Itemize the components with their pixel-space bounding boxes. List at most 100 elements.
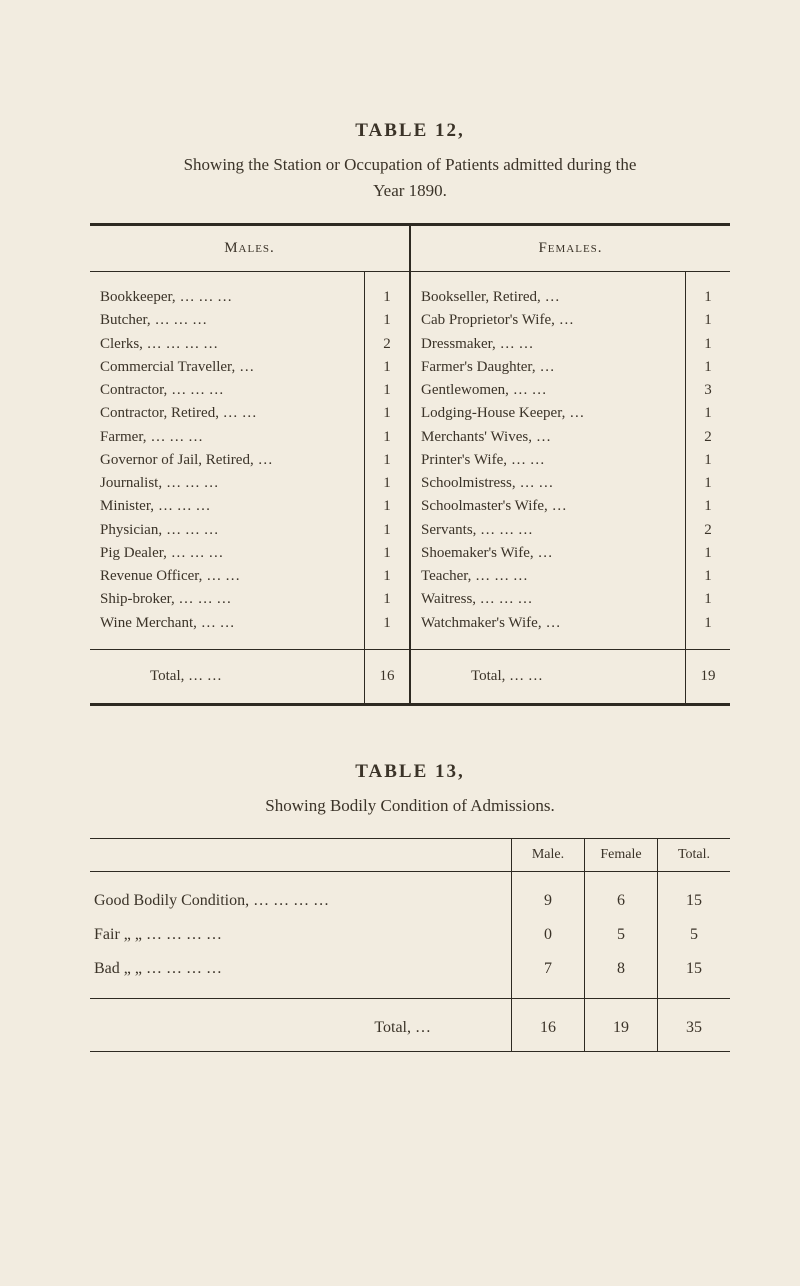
- table12-body: Bookkeeper,… … …Butcher,… … …Clerks, …… …: [90, 272, 730, 649]
- leader-dots: … …: [194, 588, 356, 611]
- leader-dots: …: [541, 286, 677, 309]
- cell-total: 15: [658, 872, 731, 919]
- count-value: 1: [365, 286, 409, 309]
- occupation-label: Cab Proprietor's Wife,: [421, 309, 555, 332]
- table-row: Journalist,… … …: [100, 472, 356, 495]
- count-value: 1: [686, 472, 730, 495]
- table-row: Gentlewomen,… …: [421, 379, 677, 402]
- table13-subtitle: Showing Bodily Condition of Admissions.: [90, 793, 730, 819]
- leader-dots: … …: [516, 472, 677, 495]
- occupation-label: Printer's Wife,: [421, 449, 507, 472]
- leader-dots: … … …: [176, 286, 356, 309]
- col-total: Total.: [658, 839, 731, 872]
- leader-dots: …: [548, 495, 677, 518]
- count-value: 1: [365, 565, 409, 588]
- leader-dots: …: [542, 612, 677, 635]
- table-row: Butcher,… … …: [100, 309, 356, 332]
- table-row: Good Bodily Condition, … … … …9615: [90, 872, 730, 919]
- count-value: 1: [365, 379, 409, 402]
- table-row: Revenue Officer,… …: [100, 565, 356, 588]
- table-row: Watchmaker's Wife,…: [421, 612, 677, 635]
- count-value: 1: [686, 309, 730, 332]
- table-row: Fair „ „ … … … …055: [90, 918, 730, 952]
- table-row: Bad „ „ … … … …7815: [90, 952, 730, 999]
- count-value: 1: [365, 309, 409, 332]
- table-row: Cab Proprietor's Wife,…: [421, 309, 677, 332]
- table-row: Pig Dealer,… … …: [100, 542, 356, 565]
- occupation-label: Pig Dealer,: [100, 542, 167, 565]
- table12-subtitle: Showing the Station or Occupation of Pat…: [90, 152, 730, 203]
- occupation-label: Contractor,: [100, 379, 167, 402]
- count-value: 1: [686, 612, 730, 635]
- occupation-label: Journalist,: [100, 472, 162, 495]
- col-female: Female: [585, 839, 658, 872]
- count-value: 1: [365, 612, 409, 635]
- table13-total-total: 35: [658, 999, 731, 1052]
- count-value: 1: [365, 472, 409, 495]
- occupation-label: Revenue Officer,: [100, 565, 202, 588]
- cell-male: 7: [512, 952, 585, 999]
- occupation-label: Butcher,: [100, 309, 151, 332]
- count-value: 1: [686, 495, 730, 518]
- leader-dots: … … …: [167, 542, 356, 565]
- subtitle-line2: Year 1890.: [373, 181, 447, 200]
- count-value: 1: [686, 286, 730, 309]
- occupation-label: Shoemaker's Wife,: [421, 542, 534, 565]
- females-values: 111131211121111: [686, 272, 730, 649]
- leader-dots: …: [254, 449, 356, 472]
- leader-dots: …: [532, 426, 677, 449]
- table-row: Minister,… … …: [100, 495, 356, 518]
- leader-dots: … …: [509, 379, 677, 402]
- leader-dots: …: [238, 402, 356, 425]
- count-value: 2: [365, 333, 409, 356]
- occupation-label: Schoolmistress,: [421, 472, 516, 495]
- count-value: 2: [686, 426, 730, 449]
- leader-dots: … …: [202, 565, 356, 588]
- cell-total: 15: [658, 952, 731, 999]
- table-row: Merchants' Wives,…: [421, 426, 677, 449]
- table-row: Clerks, …… … …: [100, 333, 356, 356]
- count-value: 1: [686, 356, 730, 379]
- females-total-value: 19: [686, 650, 730, 703]
- occupation-label: Waitress, …: [421, 588, 495, 611]
- occupation-label: Physician,: [100, 519, 162, 542]
- count-value: 1: [686, 402, 730, 425]
- table-row: Servants, …… …: [421, 519, 677, 542]
- leader-dots: …: [565, 402, 677, 425]
- count-value: 1: [365, 449, 409, 472]
- count-value: 1: [686, 542, 730, 565]
- occupation-label: Farmer,: [100, 426, 146, 449]
- table12-header-row: Males. Females.: [90, 226, 730, 272]
- leader-dots: … …: [507, 449, 677, 472]
- table12-title: TABLE 12,: [90, 120, 730, 142]
- leader-dots: … …: [197, 612, 356, 635]
- table-row: Teacher, …… …: [421, 565, 677, 588]
- count-value: 1: [365, 588, 409, 611]
- leader-dots: … …: [495, 588, 677, 611]
- count-value: 1: [686, 565, 730, 588]
- table13-total-row: Total, … 16 19 35: [90, 999, 730, 1052]
- leader-dots: … …: [490, 565, 677, 588]
- count-value: 2: [686, 519, 730, 542]
- females-labels: Bookseller, Retired,…Cab Proprietor's Wi…: [411, 272, 686, 649]
- table13-header-row: Male. Female Total.: [90, 839, 730, 872]
- table-row: Contractor,… … …: [100, 379, 356, 402]
- table-row: Farmer,… … …: [100, 426, 356, 449]
- males-header: Males.: [90, 226, 411, 271]
- condition-label: Bad „ „ … … … …: [90, 952, 512, 999]
- leader-dots: …: [534, 542, 677, 565]
- table-row: Farmer's Daughter,…: [421, 356, 677, 379]
- cell-male: 9: [512, 872, 585, 919]
- cell-male: 0: [512, 918, 585, 952]
- leader-dots: … … …: [162, 519, 356, 542]
- count-value: 1: [365, 402, 409, 425]
- table12: Males. Females. Bookkeeper,… … …Butcher,…: [90, 223, 730, 706]
- males-total-value: 16: [365, 650, 409, 703]
- table-row: Waitress, …… …: [421, 588, 677, 611]
- table13: Male. Female Total. Good Bodily Conditio…: [90, 838, 730, 1052]
- occupation-label: Minister,: [100, 495, 154, 518]
- count-value: 1: [686, 333, 730, 356]
- leader-dots: …: [536, 356, 677, 379]
- count-value: 1: [686, 588, 730, 611]
- table-row: Shoemaker's Wife,…: [421, 542, 677, 565]
